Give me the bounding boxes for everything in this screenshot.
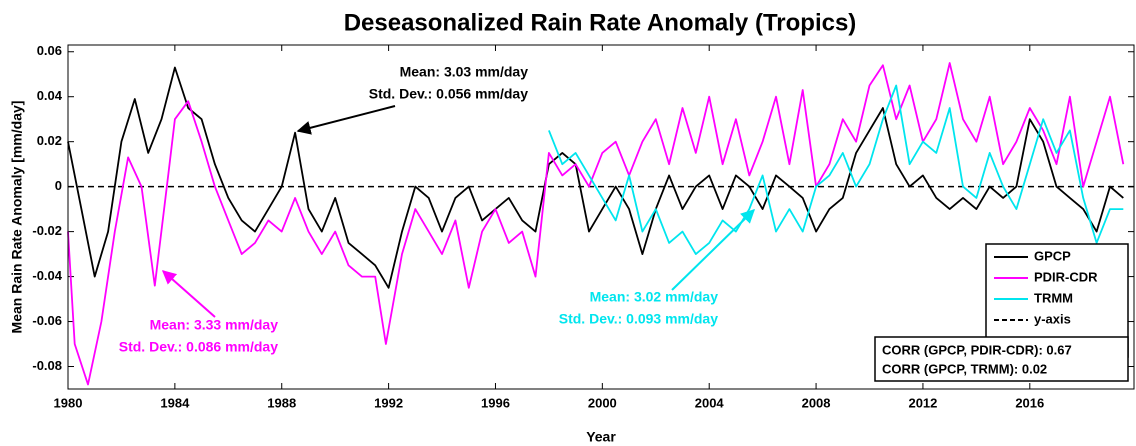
x-tick-label: 2008 [802,395,831,410]
y-tick-label: 0.04 [37,88,63,103]
y-tick-label: 0 [55,178,62,193]
annotation-text: Mean: 3.33 mm/day [150,317,279,333]
x-tick-label: 2000 [588,395,617,410]
annotation-text: Std. Dev.: 0.086 mm/day [119,339,278,355]
stats-text: CORR (GPCP, TRMM): 0.02 [882,361,1047,376]
y-tick-label: -0.08 [32,358,62,373]
annotation-arrow [161,270,216,318]
x-tick-label: 2016 [1015,395,1044,410]
x-tick-label: 2012 [908,395,937,410]
y-tick-label: 0.06 [37,43,62,58]
annotation-text: Mean: 3.02 mm/day [590,289,719,305]
x-tick-label: 1980 [54,395,83,410]
y-axis-label: Mean Rain Rate Anomaly [mm/day] [9,101,25,334]
annotation-text: Std. Dev.: 0.056 mm/day [369,86,528,102]
y-tick-label: -0.06 [32,313,62,328]
annotation-arrow [296,105,396,135]
legend-label: y-axis [1034,311,1071,326]
x-tick-label: 1992 [374,395,403,410]
annotation-text: Std. Dev.: 0.093 mm/day [559,311,718,327]
y-tick-label: -0.04 [32,268,62,283]
x-tick-label: 1996 [481,395,510,410]
x-axis-label: Year [586,429,616,445]
chart-title: Deseasonalized Rain Rate Anomaly (Tropic… [344,9,857,36]
legend-label: PDIR-CDR [1034,269,1098,284]
annotation-arrow [671,209,756,291]
x-tick-label: 1988 [267,395,296,410]
series-line [548,84,1124,255]
annotation-text: Mean: 3.03 mm/day [400,64,529,80]
series-line [67,62,1125,386]
plot-frame [67,44,1135,390]
stats-box [874,336,1129,382]
series-line [67,66,1124,289]
x-tick-label: 2004 [695,395,725,410]
stats-text: CORR (GPCP, PDIR-CDR): 0.67 [882,342,1072,357]
x-tick-label: 1984 [160,395,190,410]
legend-label: GPCP [1034,248,1071,263]
y-tick-label: 0.02 [37,133,62,148]
legend-label: TRMM [1034,290,1073,305]
y-tick-label: -0.02 [32,223,62,238]
